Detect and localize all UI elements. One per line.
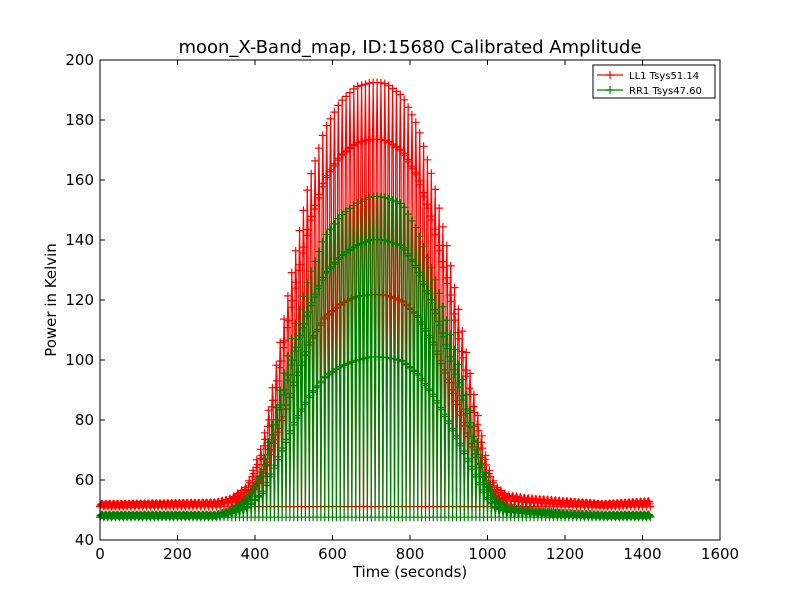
x-axis-label: Time (seconds) (352, 563, 468, 581)
legend-box (592, 64, 716, 99)
legend-plus-icon (606, 71, 614, 79)
x-tick-label: 600 (318, 545, 347, 563)
legend-item-2: RR1 Tsys47.60 (597, 86, 702, 97)
y-tick-label: 100 (65, 351, 94, 369)
x-tick-label: 1600 (701, 545, 739, 563)
y-tick-label: 60 (75, 471, 94, 489)
y-tick-label: 200 (65, 51, 94, 69)
axes-layer: 0 200 400 600 800 1000 1200 1400 1600 40 60 80 100 12… (65, 51, 739, 563)
x-tick-label: 1400 (623, 545, 661, 563)
y-tick-label: 140 (65, 231, 94, 249)
series-2 (96, 192, 655, 522)
y-tick-label: 80 (75, 411, 94, 429)
y-tick-label: 160 (65, 171, 94, 189)
y-axis-label: Power in Kelvin (42, 243, 60, 357)
x-tick-label: 800 (396, 545, 425, 563)
legend-item-1: LL1 Tsys51.14 (597, 71, 699, 82)
x-tick-label: 1000 (468, 545, 506, 563)
x-tick-label: 1200 (546, 545, 584, 563)
y-tick-label: 120 (65, 291, 94, 309)
chart-title: moon_X-Band_map, ID:15680 Calibrated Amp… (178, 37, 641, 58)
legend-plus-icon (606, 86, 614, 94)
legend: LL1 Tsys51.14 RR1 Tsys47.60 (592, 64, 716, 99)
x-tick-label: 0 (95, 545, 105, 563)
y-tick-label: 40 (75, 531, 94, 549)
series-layer (96, 78, 655, 522)
x-tick-label: 200 (163, 545, 192, 563)
y-tick-label: 180 (65, 111, 94, 129)
x-tick-label: 400 (241, 545, 270, 563)
legend-label: LL1 Tsys51.14 (629, 71, 699, 82)
legend-label: RR1 Tsys47.60 (629, 86, 702, 97)
